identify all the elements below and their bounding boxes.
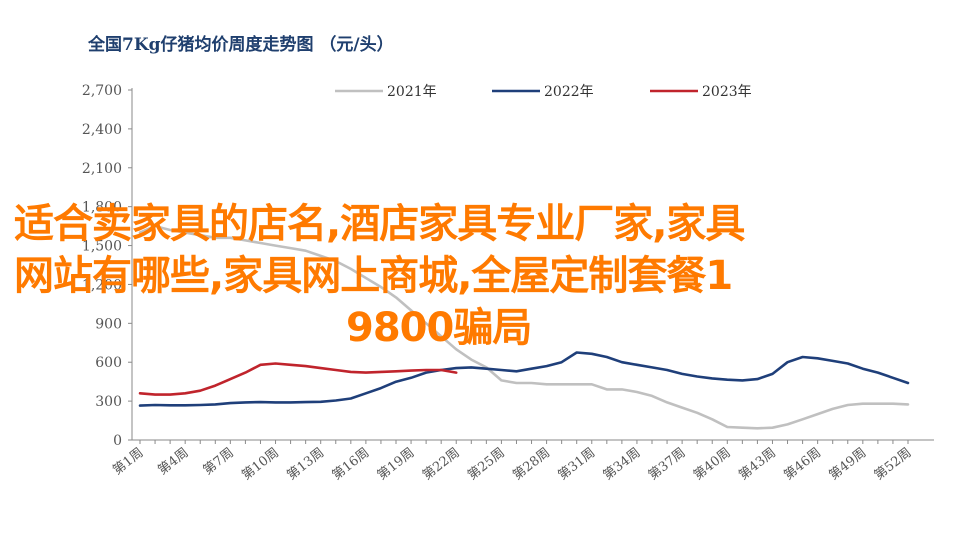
x-tick-label: 第43周 <box>736 445 779 483</box>
y-tick-label: 2,700 <box>82 83 122 99</box>
series-line-1 <box>138 224 910 430</box>
x-tick-label: 第28周 <box>510 445 553 483</box>
x-tick-label: 第13周 <box>284 445 327 483</box>
x-tick-label: 第49周 <box>827 445 870 483</box>
x-tick-label: 第25周 <box>465 445 508 483</box>
x-tick-label: 第7周 <box>201 445 237 478</box>
series-line-2 <box>138 351 910 407</box>
x-tick-label: 第52周 <box>872 445 915 483</box>
x-tick-label: 第4周 <box>155 445 191 478</box>
y-tick-label: 0 <box>113 433 122 449</box>
legend-label: 2022年 <box>544 84 594 100</box>
legend-label: 2023年 <box>702 84 752 100</box>
y-tick-label: 300 <box>95 394 122 410</box>
chart-title: 全国7Kg仔猪均价周度走势图 （元/头） <box>88 35 394 55</box>
x-tick-label: 第34周 <box>601 445 644 483</box>
x-tick-label: 第46周 <box>781 445 824 483</box>
x-tick-label: 第16周 <box>330 445 373 483</box>
y-tick-label: 1,200 <box>82 277 122 293</box>
y-tick-label: 600 <box>95 355 122 371</box>
legend-label: 2021年 <box>387 84 437 100</box>
x-tick-label: 第37周 <box>646 445 689 483</box>
y-tick-label: 1,500 <box>82 239 122 255</box>
x-tick-label: 第22周 <box>420 445 463 483</box>
series-line-3 <box>138 362 458 396</box>
x-tick-label: 第10周 <box>239 445 282 483</box>
x-tick-label: 第40周 <box>691 445 734 483</box>
y-tick-label: 2,400 <box>82 122 122 138</box>
x-tick-label: 第1周 <box>110 445 146 478</box>
x-tick-label: 第31周 <box>555 445 598 483</box>
y-tick-label: 2,100 <box>82 161 122 177</box>
y-tick-label: 1,800 <box>82 200 122 216</box>
x-tick-label: 第19周 <box>375 445 418 483</box>
y-tick-label: 900 <box>95 316 122 332</box>
